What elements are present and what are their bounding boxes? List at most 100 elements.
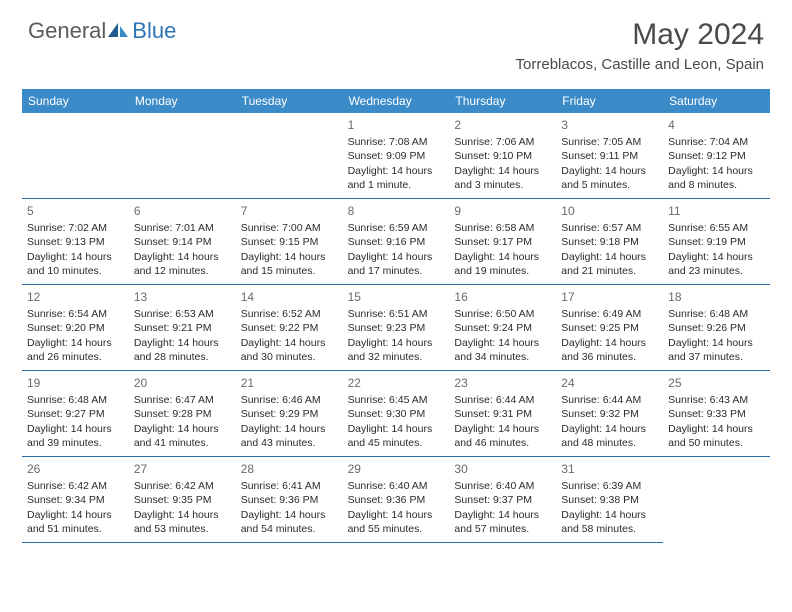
sunset-text: Sunset: 9:21 PM	[134, 321, 231, 335]
sunrise-text: Sunrise: 6:48 AM	[27, 393, 124, 407]
daylight-text-1: Daylight: 14 hours	[348, 508, 445, 522]
calendar-day-cell: 13Sunrise: 6:53 AMSunset: 9:21 PMDayligh…	[129, 285, 236, 371]
day-number: 12	[27, 289, 124, 305]
daylight-text-1: Daylight: 14 hours	[241, 250, 338, 264]
sunset-text: Sunset: 9:17 PM	[454, 235, 551, 249]
day-number: 29	[348, 461, 445, 477]
daylight-text-2: and 17 minutes.	[348, 264, 445, 278]
daylight-text-1: Daylight: 14 hours	[241, 336, 338, 350]
daylight-text-2: and 3 minutes.	[454, 178, 551, 192]
daylight-text-2: and 54 minutes.	[241, 522, 338, 536]
calendar-day-cell: 19Sunrise: 6:48 AMSunset: 9:27 PMDayligh…	[22, 371, 129, 457]
sunset-text: Sunset: 9:19 PM	[668, 235, 765, 249]
sunset-text: Sunset: 9:38 PM	[561, 493, 658, 507]
day-number: 7	[241, 203, 338, 219]
sunrise-text: Sunrise: 7:02 AM	[27, 221, 124, 235]
calendar: SundayMondayTuesdayWednesdayThursdayFrid…	[22, 89, 770, 543]
month-title: May 2024	[516, 18, 764, 52]
daylight-text-1: Daylight: 14 hours	[27, 508, 124, 522]
sunrise-text: Sunrise: 6:44 AM	[454, 393, 551, 407]
sunrise-text: Sunrise: 6:46 AM	[241, 393, 338, 407]
daylight-text-2: and 23 minutes.	[668, 264, 765, 278]
daylight-text-1: Daylight: 14 hours	[561, 164, 658, 178]
sunrise-text: Sunrise: 6:53 AM	[134, 307, 231, 321]
sunset-text: Sunset: 9:36 PM	[348, 493, 445, 507]
calendar-day-cell: 25Sunrise: 6:43 AMSunset: 9:33 PMDayligh…	[663, 371, 770, 457]
day-number: 31	[561, 461, 658, 477]
sunrise-text: Sunrise: 6:49 AM	[561, 307, 658, 321]
daylight-text-1: Daylight: 14 hours	[668, 164, 765, 178]
sunrise-text: Sunrise: 6:43 AM	[668, 393, 765, 407]
daylight-text-2: and 58 minutes.	[561, 522, 658, 536]
sunrise-text: Sunrise: 6:50 AM	[454, 307, 551, 321]
sunrise-text: Sunrise: 6:48 AM	[668, 307, 765, 321]
calendar-day-cell: 17Sunrise: 6:49 AMSunset: 9:25 PMDayligh…	[556, 285, 663, 371]
sunrise-text: Sunrise: 6:45 AM	[348, 393, 445, 407]
sunrise-text: Sunrise: 7:08 AM	[348, 135, 445, 149]
calendar-day-cell: 22Sunrise: 6:45 AMSunset: 9:30 PMDayligh…	[343, 371, 450, 457]
sunset-text: Sunset: 9:13 PM	[27, 235, 124, 249]
sunset-text: Sunset: 9:34 PM	[27, 493, 124, 507]
sunset-text: Sunset: 9:16 PM	[348, 235, 445, 249]
calendar-empty-cell	[22, 113, 129, 199]
calendar-day-cell: 23Sunrise: 6:44 AMSunset: 9:31 PMDayligh…	[449, 371, 556, 457]
calendar-day-cell: 16Sunrise: 6:50 AMSunset: 9:24 PMDayligh…	[449, 285, 556, 371]
daylight-text-1: Daylight: 14 hours	[348, 250, 445, 264]
sunrise-text: Sunrise: 6:42 AM	[134, 479, 231, 493]
day-number: 21	[241, 375, 338, 391]
calendar-day-cell: 11Sunrise: 6:55 AMSunset: 9:19 PMDayligh…	[663, 199, 770, 285]
daylight-text-1: Daylight: 14 hours	[134, 336, 231, 350]
daylight-text-2: and 50 minutes.	[668, 436, 765, 450]
day-number: 8	[348, 203, 445, 219]
weekday-label: Friday	[556, 89, 663, 113]
sunset-text: Sunset: 9:36 PM	[241, 493, 338, 507]
day-number: 1	[348, 117, 445, 133]
calendar-day-cell: 27Sunrise: 6:42 AMSunset: 9:35 PMDayligh…	[129, 457, 236, 543]
daylight-text-1: Daylight: 14 hours	[348, 422, 445, 436]
sunset-text: Sunset: 9:18 PM	[561, 235, 658, 249]
sunrise-text: Sunrise: 7:05 AM	[561, 135, 658, 149]
calendar-day-cell: 12Sunrise: 6:54 AMSunset: 9:20 PMDayligh…	[22, 285, 129, 371]
daylight-text-1: Daylight: 14 hours	[27, 250, 124, 264]
daylight-text-1: Daylight: 14 hours	[27, 422, 124, 436]
daylight-text-2: and 48 minutes.	[561, 436, 658, 450]
sunrise-text: Sunrise: 6:39 AM	[561, 479, 658, 493]
day-number: 22	[348, 375, 445, 391]
logo: General Blue	[28, 18, 176, 44]
weekday-label: Thursday	[449, 89, 556, 113]
daylight-text-2: and 26 minutes.	[27, 350, 124, 364]
daylight-text-1: Daylight: 14 hours	[454, 422, 551, 436]
weekday-label: Sunday	[22, 89, 129, 113]
daylight-text-2: and 37 minutes.	[668, 350, 765, 364]
daylight-text-2: and 21 minutes.	[561, 264, 658, 278]
day-number: 30	[454, 461, 551, 477]
daylight-text-1: Daylight: 14 hours	[241, 508, 338, 522]
sunset-text: Sunset: 9:33 PM	[668, 407, 765, 421]
daylight-text-2: and 15 minutes.	[241, 264, 338, 278]
calendar-day-cell: 9Sunrise: 6:58 AMSunset: 9:17 PMDaylight…	[449, 199, 556, 285]
daylight-text-1: Daylight: 14 hours	[668, 250, 765, 264]
calendar-day-cell: 5Sunrise: 7:02 AMSunset: 9:13 PMDaylight…	[22, 199, 129, 285]
calendar-day-cell: 21Sunrise: 6:46 AMSunset: 9:29 PMDayligh…	[236, 371, 343, 457]
sunset-text: Sunset: 9:20 PM	[27, 321, 124, 335]
sunrise-text: Sunrise: 6:57 AM	[561, 221, 658, 235]
daylight-text-1: Daylight: 14 hours	[454, 336, 551, 350]
day-number: 3	[561, 117, 658, 133]
calendar-grid: 1Sunrise: 7:08 AMSunset: 9:09 PMDaylight…	[22, 113, 770, 543]
daylight-text-1: Daylight: 14 hours	[561, 336, 658, 350]
day-number: 11	[668, 203, 765, 219]
location: Torreblacos, Castille and Leon, Spain	[516, 56, 764, 73]
sunset-text: Sunset: 9:27 PM	[27, 407, 124, 421]
day-number: 18	[668, 289, 765, 305]
calendar-day-cell: 1Sunrise: 7:08 AMSunset: 9:09 PMDaylight…	[343, 113, 450, 199]
day-number: 4	[668, 117, 765, 133]
sunset-text: Sunset: 9:10 PM	[454, 149, 551, 163]
daylight-text-1: Daylight: 14 hours	[561, 250, 658, 264]
day-number: 20	[134, 375, 231, 391]
calendar-empty-cell	[129, 113, 236, 199]
day-number: 17	[561, 289, 658, 305]
daylight-text-2: and 55 minutes.	[348, 522, 445, 536]
sunset-text: Sunset: 9:15 PM	[241, 235, 338, 249]
daylight-text-2: and 43 minutes.	[241, 436, 338, 450]
daylight-text-2: and 34 minutes.	[454, 350, 551, 364]
